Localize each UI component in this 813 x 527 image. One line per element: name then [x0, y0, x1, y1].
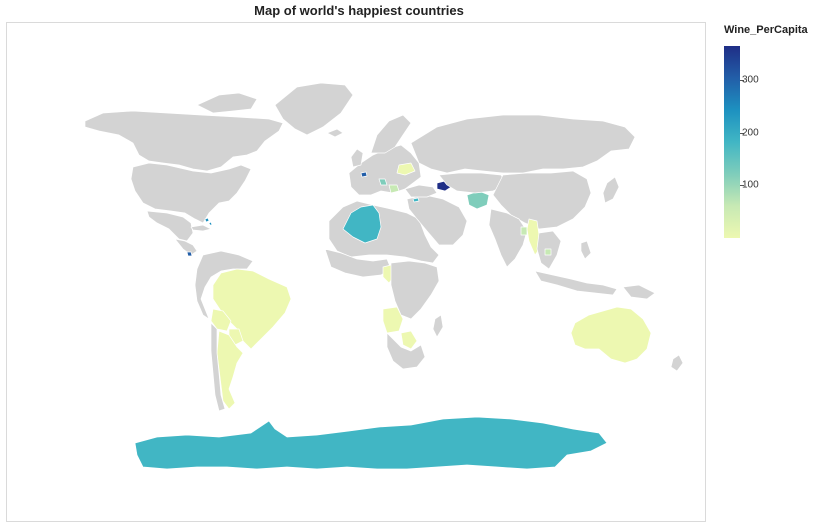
region-russia: [410, 114, 636, 174]
map-title: Map of world's happiest countries: [254, 3, 464, 18]
region-belgium: [360, 171, 368, 178]
map-plot-area: [6, 22, 706, 522]
region-southern-africa: [386, 332, 426, 370]
region-central-africa: [390, 260, 440, 320]
region-indonesia: [534, 270, 618, 296]
region-canadian-islands: [196, 92, 258, 114]
region-bolivia: [210, 308, 232, 332]
region-mexico: [146, 210, 194, 242]
legend-tick-label: 300: [742, 74, 759, 86]
legend-title: Wine_PerCapita: [724, 24, 808, 36]
legend-tick-label: 200: [742, 127, 759, 139]
region-south-america-north: [194, 250, 254, 320]
legend-tick-mark: [740, 132, 744, 134]
region-costa-rica: [186, 251, 193, 257]
region-bahamas: [204, 217, 213, 226]
region-turkey: [404, 184, 438, 198]
region-new-guinea: [622, 284, 656, 300]
region-angola: [382, 306, 404, 334]
region-algeria: [342, 204, 382, 244]
region-australia: [570, 306, 652, 364]
region-middle-east: [406, 194, 468, 246]
region-cuba: [190, 224, 212, 232]
region-usa: [130, 162, 252, 224]
region-balkans: [388, 184, 400, 194]
region-iceland: [326, 128, 344, 138]
region-central-america: [174, 238, 198, 256]
region-philippines: [580, 240, 592, 260]
region-argentina: [216, 330, 244, 410]
legend-color-bar: [724, 46, 740, 238]
region-china: [492, 170, 592, 230]
region-japan: [602, 176, 620, 204]
region-antarctica: [134, 416, 608, 470]
region-bangladesh: [520, 226, 528, 236]
region-cyprus: [412, 197, 420, 203]
world-map: [84, 82, 684, 470]
region-india: [488, 208, 528, 268]
legend-tick-mark: [740, 80, 744, 82]
region-belarus: [396, 162, 416, 176]
region-afghanistan: [466, 190, 490, 210]
region-new-zealand: [670, 354, 684, 372]
region-uk: [350, 148, 364, 168]
legend-tick-mark: [740, 185, 744, 187]
legend-tick-label: 100: [742, 179, 759, 191]
region-croatia: [378, 178, 388, 186]
region-canada-alaska: [84, 110, 284, 172]
region-chile: [210, 322, 226, 412]
region-greenland: [274, 82, 354, 136]
region-brazil: [212, 268, 292, 350]
region-botswana: [400, 330, 418, 350]
legend: Wine_PerCapita 300 200 100: [722, 24, 812, 244]
region-cambodia: [544, 248, 552, 256]
region-madagascar: [432, 314, 444, 338]
region-scandinavia: [370, 114, 412, 154]
